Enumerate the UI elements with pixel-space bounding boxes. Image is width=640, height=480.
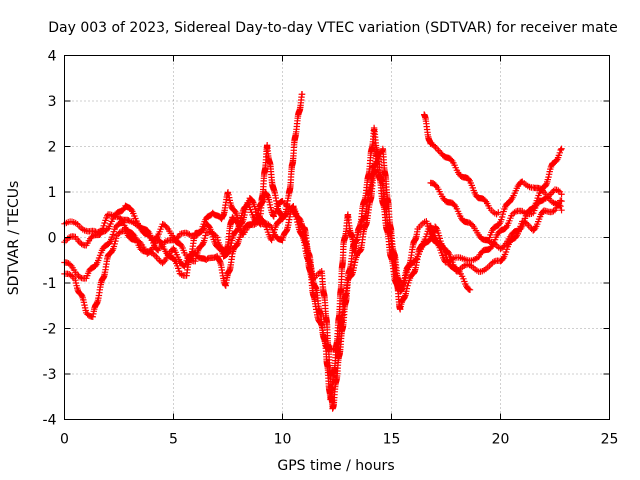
y-tick-label: -3 [43,367,57,383]
y-tick-label: 2 [48,140,57,156]
x-tick-label: 5 [169,432,178,448]
y-axis-label: SDTVAR / TECUs [6,181,22,296]
x-tick-label: 0 [60,432,69,448]
plus-markers [421,111,502,218]
y-tick-label: -2 [43,322,57,338]
x-tick-label: 15 [383,432,401,448]
series-track-g [486,178,565,241]
y-tick-label: -4 [43,413,57,429]
y-tick-label: 0 [48,231,57,247]
y-tick-label: 4 [48,49,57,65]
y-tick-label: 3 [48,94,57,110]
plus-markers [486,178,565,241]
chart-title: Day 003 of 2023, Sidereal Day-to-day VTE… [48,20,618,36]
x-axis-label: GPS time / hours [277,458,394,474]
x-tick-label: 25 [601,432,619,448]
y-tick-label: 1 [48,185,57,201]
series-track-e [421,111,502,218]
x-tick-label: 10 [274,432,292,448]
axis-ticks [64,55,610,420]
x-tick-label: 20 [492,432,510,448]
y-tick-label: -1 [43,276,57,292]
